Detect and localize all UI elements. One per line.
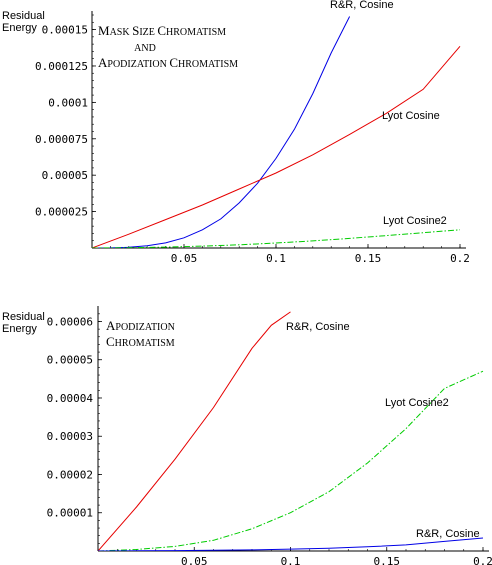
y-tick-label: 0.00005 xyxy=(42,169,88,182)
series-line-2 xyxy=(92,45,461,248)
x-tick-label: 0.2 xyxy=(473,555,492,565)
chart-title: AND xyxy=(134,43,156,54)
x-tick-label: 0.15 xyxy=(355,252,382,265)
y-tick-label: 0.000025 xyxy=(35,206,88,219)
y-tick-label: 0.000075 xyxy=(35,133,88,146)
y-tick-label: 0.00001 xyxy=(47,507,93,520)
y-tick-label: 0.00005 xyxy=(47,354,93,367)
x-tick-label: 0.05 xyxy=(171,252,198,265)
series-label: R&R, Cosine xyxy=(330,0,394,11)
y-axis-label: Residual xyxy=(2,311,45,323)
series-line-2 xyxy=(98,370,484,551)
x-tick-label: 0.1 xyxy=(266,252,286,265)
series-line-3 xyxy=(92,229,461,248)
y-axis-label: Energy xyxy=(2,323,37,335)
chart-title: APODIZATION CHROMATISM xyxy=(98,55,238,70)
y-axis-label: Energy xyxy=(2,22,37,34)
series-label: R&R, Cosine xyxy=(416,528,480,540)
series-line-3 xyxy=(98,537,484,551)
series-label: Lyot Cosine xyxy=(382,110,440,122)
chart-title: APODIZATION xyxy=(106,318,175,333)
x-tick-label: 0.15 xyxy=(374,555,401,565)
series-label: R&R, Cosine xyxy=(286,321,350,333)
series-label: Lyot Cosine2 xyxy=(385,397,449,409)
y-tick-label: 0.00003 xyxy=(47,430,93,443)
series-label: Lyot Cosine2 xyxy=(383,215,447,227)
series-line-1 xyxy=(98,311,291,551)
chart-title: MASK SIZE CHROMATISM xyxy=(98,23,226,38)
y-tick-label: 0.00006 xyxy=(47,315,93,328)
y-tick-label: 0.00004 xyxy=(47,392,94,405)
y-tick-label: 0.00015 xyxy=(42,24,88,37)
chart-title: CHROMATISM xyxy=(106,334,175,349)
series-line-1 xyxy=(92,16,351,248)
x-tick-label: 0.05 xyxy=(181,555,208,565)
x-tick-label: 0.1 xyxy=(281,555,301,565)
y-tick-label: 0.00002 xyxy=(47,468,93,481)
y-tick-label: 0.0001 xyxy=(48,96,88,109)
y-axis-label: Residual xyxy=(2,10,45,22)
y-tick-label: 0.000125 xyxy=(35,60,88,73)
x-tick-label: 0.2 xyxy=(450,252,470,265)
